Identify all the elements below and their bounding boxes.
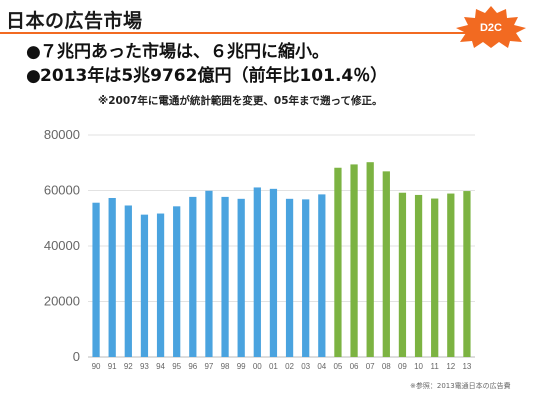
x-tick-label: 90	[92, 362, 101, 371]
x-tick-label: 92	[124, 362, 133, 371]
bullet-text: 2013年は5兆9762億円（前年比101.4％）	[40, 66, 388, 86]
bar-00	[253, 187, 261, 357]
bullet-item-2: ●2013年は5兆9762億円（前年比101.4％）	[26, 64, 387, 88]
x-tick-label: 93	[140, 362, 149, 371]
header-divider	[0, 32, 470, 34]
x-tick-label: 97	[204, 362, 213, 371]
x-tick-label: 99	[237, 362, 246, 371]
slide-header: 日本の広告市場 D2C	[0, 0, 535, 48]
x-tick-label: 95	[172, 362, 181, 371]
footnote: ※2007年に電通が統計範囲を変更、05年まで遡って修正。	[98, 95, 383, 107]
y-tick-label: 60000	[44, 183, 80, 198]
y-axis-ticks: 0 20000 40000 60000 80000	[44, 127, 80, 364]
x-tick-label: 06	[350, 362, 359, 371]
x-tick-label: 08	[382, 362, 391, 371]
bar-04	[318, 194, 326, 357]
y-tick-label: 20000	[44, 294, 80, 309]
bars	[92, 162, 471, 357]
bar-94	[156, 213, 165, 357]
y-tick-label: 0	[73, 349, 80, 364]
x-tick-label: 04	[317, 362, 326, 371]
bar-chart: 0 20000 40000 60000 80000 90 91 92 93 94 95 96 97 98…	[44, 127, 475, 371]
x-tick-label: 01	[269, 362, 278, 371]
source-note: ※参照：2013電通日本の広告費	[410, 382, 511, 390]
bar-05	[334, 167, 342, 357]
bullet-marker: ●	[26, 66, 41, 86]
x-tick-label: 09	[398, 362, 407, 371]
logo-burst	[456, 6, 526, 48]
x-tick-label: 13	[462, 362, 471, 371]
bar-03	[302, 199, 310, 357]
d2c-logo: D2C	[456, 6, 526, 48]
x-tick-label: 02	[285, 362, 294, 371]
bar-92	[124, 205, 132, 357]
x-tick-label: 05	[333, 362, 342, 371]
x-tick-label: 94	[156, 362, 165, 371]
grid-lines	[88, 134, 475, 358]
bar-90	[92, 202, 100, 357]
bar-99	[237, 198, 245, 357]
bullet-list: ●７兆円あった市場は、６兆円に縮小。 ●2013年は5兆9762億円（前年比10…	[26, 40, 387, 88]
bar-02	[285, 198, 294, 357]
bar-08	[382, 171, 390, 357]
x-tick-label: 96	[188, 362, 197, 371]
x-tick-label: 00	[253, 362, 262, 371]
bar-06	[350, 164, 358, 357]
x-tick-label: 07	[366, 362, 375, 371]
x-tick-label: 11	[431, 362, 440, 371]
bar-07	[366, 162, 374, 357]
bullet-marker: ●	[26, 42, 41, 62]
bar-12	[447, 193, 455, 357]
y-tick-label: 80000	[44, 127, 80, 142]
bar-96	[189, 196, 197, 357]
x-axis-ticks: 90 91 92 93 94 95 96 97 98 99 00 01 02 03 04 05 06 07 08 09…	[92, 362, 472, 371]
bar-95	[173, 206, 181, 357]
bar-98	[221, 196, 229, 357]
bar-10	[414, 194, 423, 357]
slide-title: 日本の広告市場	[6, 10, 143, 32]
x-tick-label: 03	[301, 362, 310, 371]
bar-11	[431, 198, 439, 357]
bar-97	[205, 190, 213, 357]
x-tick-label: 91	[108, 362, 117, 371]
bar-09	[398, 192, 407, 357]
bullet-item-1: ●７兆円あった市場は、６兆円に縮小。	[26, 40, 387, 64]
bar-91	[108, 197, 116, 357]
y-tick-label: 40000	[44, 238, 80, 253]
bullet-text: ７兆円あった市場は、６兆円に縮小。	[40, 42, 329, 62]
bar-93	[140, 214, 149, 357]
bar-01	[269, 188, 278, 357]
bar-13	[463, 191, 471, 357]
x-tick-label: 12	[446, 362, 455, 371]
x-tick-label: 10	[414, 362, 423, 371]
logo-text: D2C	[480, 22, 502, 34]
x-tick-label: 98	[221, 362, 230, 371]
